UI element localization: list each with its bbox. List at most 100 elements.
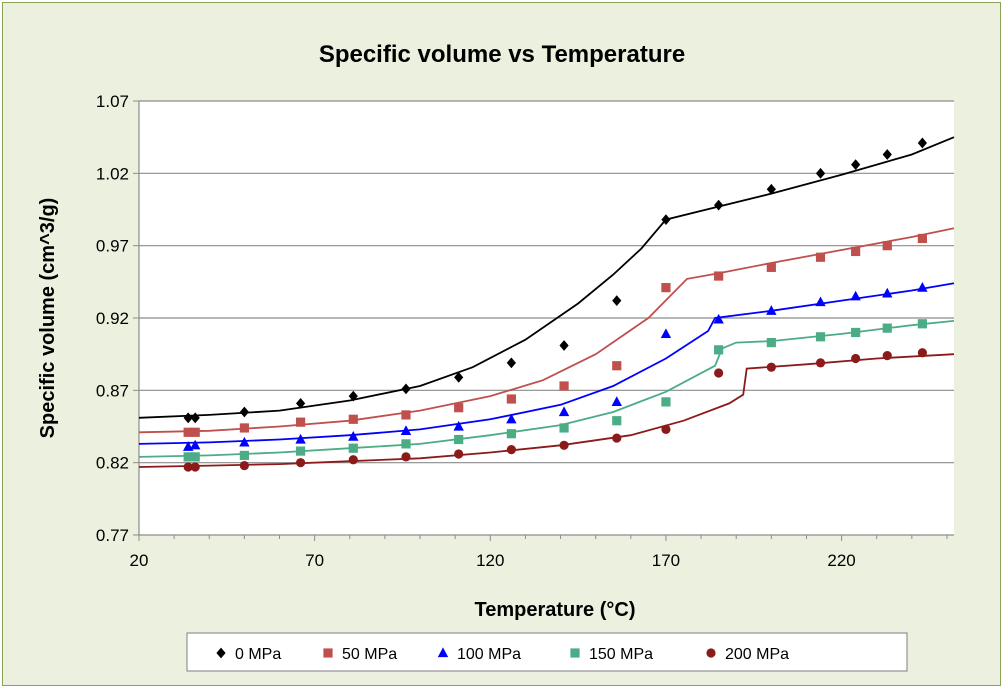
series-group (138, 136, 955, 472)
data-point (612, 295, 622, 307)
data-point (295, 433, 306, 444)
data-point (348, 431, 359, 441)
data-point (401, 439, 411, 449)
data-point (558, 406, 570, 417)
data-point (713, 313, 724, 324)
data-point (190, 427, 200, 437)
data-point (882, 241, 892, 251)
data-point (183, 452, 193, 462)
data-point (506, 394, 516, 404)
x-tick-label: 220 (827, 551, 855, 570)
series-150-mpa (138, 319, 955, 462)
data-point (239, 436, 250, 447)
data-point (661, 397, 671, 407)
data-point (882, 323, 892, 333)
data-point (239, 423, 249, 433)
data-point (348, 390, 358, 402)
y-tick-label: 0.77 (96, 526, 129, 545)
data-point (882, 149, 892, 160)
axes: 0.77 0.82 0.87 0.92 0.97 1.02 1.07 20 70 120 170 22… (96, 92, 954, 570)
data-point (239, 406, 249, 418)
data-point (506, 445, 516, 455)
data-point (190, 439, 201, 450)
data-point (714, 345, 724, 355)
legend-label: 0 MPa (235, 646, 281, 663)
data-point (295, 458, 306, 468)
data-point (559, 440, 569, 450)
data-point (661, 283, 671, 293)
x-axis-title: Temperature (°C) (475, 599, 636, 621)
chart-canvas: Specific volume vs Temperature 0.770.820… (37, 41, 955, 672)
data-point (612, 433, 622, 443)
data-point (917, 348, 927, 358)
legend-item: 150 MPa (570, 646, 653, 663)
data-point (815, 358, 826, 368)
data-point (559, 381, 569, 391)
legend: 0 MPa 50 MPa 100 MPa 150 MPa 200 MPa (186, 632, 908, 672)
data-point (453, 420, 464, 431)
data-point (348, 414, 358, 424)
series-fit-line (138, 320, 955, 458)
legend-marker (437, 647, 449, 658)
data-point (815, 167, 826, 179)
legend-item: 100 MPa (437, 646, 521, 663)
data-point (714, 199, 724, 211)
legend-marker (323, 648, 333, 658)
data-point (348, 443, 358, 453)
data-point (190, 412, 200, 424)
x-tick-label: 170 (652, 551, 680, 570)
data-point (882, 287, 893, 298)
legend-item: 50 MPa (323, 646, 397, 663)
data-point (190, 462, 200, 472)
data-point (851, 246, 861, 257)
data-point (295, 446, 306, 456)
data-point (454, 371, 464, 383)
data-point (239, 450, 249, 461)
data-point (766, 305, 777, 315)
legend-marker (216, 647, 226, 659)
data-point (559, 340, 569, 351)
y-tick-label: 0.97 (96, 237, 129, 256)
data-point (850, 290, 861, 301)
data-point (917, 233, 927, 244)
legend-item: 200 MPa (706, 646, 789, 663)
data-point (766, 337, 776, 348)
data-point (348, 455, 358, 465)
data-point (506, 357, 516, 369)
data-point (815, 252, 826, 262)
data-point (815, 296, 826, 307)
data-point (766, 262, 776, 272)
data-point (506, 413, 517, 424)
data-point (660, 328, 672, 339)
y-tick-label: 1.02 (96, 164, 129, 183)
data-point (190, 452, 200, 462)
data-point (611, 396, 622, 407)
x-tick-label: 70 (305, 551, 324, 570)
y-tick-label: 1.07 (96, 92, 129, 111)
data-point (851, 353, 861, 364)
data-point (612, 361, 622, 371)
data-point (917, 319, 927, 329)
data-point (183, 427, 193, 437)
data-point (766, 362, 776, 372)
data-point (506, 429, 516, 439)
data-point (714, 368, 724, 378)
data-point (295, 417, 306, 427)
data-point (661, 214, 671, 226)
data-point (882, 351, 892, 361)
data-point (917, 137, 927, 149)
data-point (714, 271, 724, 281)
data-point (612, 416, 622, 426)
data-point (401, 410, 411, 420)
data-point (851, 159, 861, 171)
data-point (454, 434, 464, 445)
data-point (183, 462, 193, 472)
data-point (401, 452, 411, 462)
series-200-mpa (138, 348, 955, 472)
legend-label: 50 MPa (342, 646, 397, 663)
legend-marker (570, 648, 580, 658)
data-point (454, 449, 464, 459)
data-point (400, 425, 412, 435)
x-tick-label: 120 (476, 551, 504, 570)
